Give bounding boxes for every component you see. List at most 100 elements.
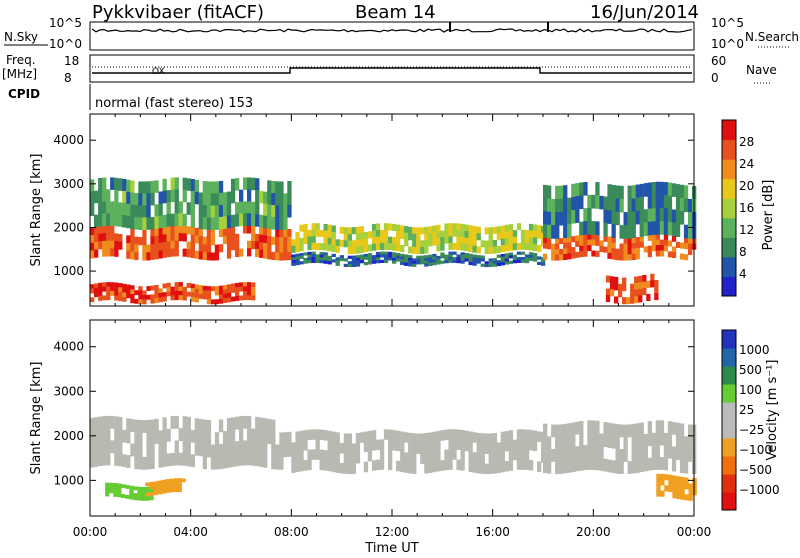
- heatmap-cell: [194, 179, 199, 193]
- heatmap-cell: [660, 490, 665, 497]
- freq-left-bottom-tick: 8: [64, 71, 72, 85]
- heatmap-cell: [146, 294, 151, 300]
- heatmap-cell: [158, 442, 163, 456]
- heatmap-cell: [129, 485, 134, 490]
- heatmap-cell: [619, 243, 624, 250]
- heatmap-cell: [375, 223, 381, 231]
- heatmap-cell: [663, 239, 669, 246]
- heatmap-cell: [416, 240, 421, 248]
- heatmap-cell: [210, 444, 216, 458]
- heatmap-cell: [460, 223, 465, 231]
- heatmap-cell: [138, 193, 143, 206]
- heatmap-cell: [226, 284, 232, 290]
- heatmap-cell: [440, 243, 445, 251]
- heatmap-cell: [90, 235, 95, 244]
- heatmap-cell: [464, 244, 469, 252]
- heatmap-cell: [206, 193, 212, 206]
- heatmap-cell: [392, 224, 397, 231]
- heatmap-cell: [667, 221, 673, 236]
- heatmap-cell: [404, 262, 409, 266]
- heatmap-cell: [428, 442, 433, 453]
- heatmap-cell: [339, 226, 344, 234]
- heatmap-cell: [468, 231, 473, 239]
- heatmap-cell: [315, 259, 320, 263]
- heatmap-cell: [283, 252, 288, 261]
- heatmap-cell: [448, 242, 453, 250]
- heatmap-cell: [142, 181, 147, 194]
- heatmap-cell: [287, 244, 292, 253]
- heatmap-cell: [532, 440, 538, 452]
- heatmap-cell: [671, 222, 677, 237]
- heatmap-cell: [279, 217, 284, 230]
- heatmap-cell: [619, 198, 624, 213]
- heatmap-cell: [178, 282, 183, 287]
- heatmap-cell: [150, 244, 155, 253]
- heatmap-cell: [142, 229, 147, 238]
- heatmap-cell: [567, 197, 572, 212]
- heatmap-cell: [436, 440, 441, 452]
- heatmap-cell: [355, 453, 361, 464]
- heatmap-cell: [210, 217, 216, 230]
- heatmap-cell: [639, 459, 644, 473]
- heatmap-cell: [627, 211, 632, 226]
- heatmap-cell: [400, 256, 405, 260]
- heatmap-cell: [146, 419, 151, 433]
- heatmap-cell: [559, 254, 564, 261]
- heatmap-cell: [683, 460, 689, 474]
- heatmap-cell: [255, 249, 260, 258]
- heatmap-cell: [647, 195, 652, 210]
- heatmap-cell: [323, 237, 328, 245]
- heatmap-cell: [675, 241, 681, 248]
- heatmap-cell: [650, 280, 655, 288]
- heatmap-cell: [563, 423, 568, 437]
- y-tick-label: 2000: [53, 429, 84, 443]
- heatmap-cell: [90, 284, 95, 290]
- heatmap-cell: [667, 433, 673, 447]
- heatmap-cell: [363, 232, 369, 239]
- heatmap-cell: [94, 242, 99, 251]
- heatmap-cell: [472, 262, 477, 266]
- heatmap-cell: [169, 478, 174, 483]
- heatmap-cell: [126, 455, 131, 468]
- heatmap-cell: [235, 214, 240, 227]
- heatmap-cell: [400, 245, 405, 252]
- heatmap-cell: [214, 299, 220, 305]
- colorbar-swatch: [722, 139, 736, 160]
- colorbar-tick-label: 12: [739, 223, 754, 237]
- heatmap-cell: [218, 419, 224, 433]
- heatmap-cell: [528, 252, 534, 256]
- heatmap-cell: [575, 251, 580, 258]
- heatmap-cell: [635, 237, 640, 243]
- heatmap-cell: [339, 443, 344, 454]
- heatmap-cell: [222, 431, 228, 444]
- heatmap-cell: [663, 208, 669, 222]
- heatmap-cell: [279, 244, 284, 253]
- heatmap-cell: [174, 452, 179, 466]
- heatmap-cell: [504, 261, 509, 265]
- heatmap-cell: [198, 251, 203, 260]
- heatmap-cell: [122, 179, 127, 192]
- heatmap-cell: [90, 288, 95, 294]
- heatmap-cell: [551, 424, 556, 438]
- heatmap-cell: [375, 439, 381, 451]
- heatmap-cell: [420, 246, 425, 254]
- heatmap-cell: [90, 430, 95, 444]
- heatmap-cell: [271, 217, 276, 230]
- heatmap-cell: [448, 229, 453, 237]
- heatmap-cell: [226, 191, 232, 205]
- heatmap-cell: [672, 481, 677, 488]
- heatmap-cell: [90, 179, 95, 192]
- heatmap-cell: [587, 239, 592, 246]
- heatmap-cell: [94, 292, 99, 298]
- heatmap-cell: [416, 261, 421, 265]
- heatmap-cell: [456, 257, 461, 261]
- heatmap-cell: [680, 488, 685, 495]
- heatmap-cell: [436, 450, 441, 462]
- heatmap-cell: [655, 420, 660, 434]
- heatmap-cell: [432, 238, 437, 246]
- heatmap-cell: [134, 205, 139, 218]
- heatmap-cell: [149, 485, 154, 490]
- heatmap-cell: [235, 416, 240, 430]
- heatmap-cell: [631, 185, 636, 199]
